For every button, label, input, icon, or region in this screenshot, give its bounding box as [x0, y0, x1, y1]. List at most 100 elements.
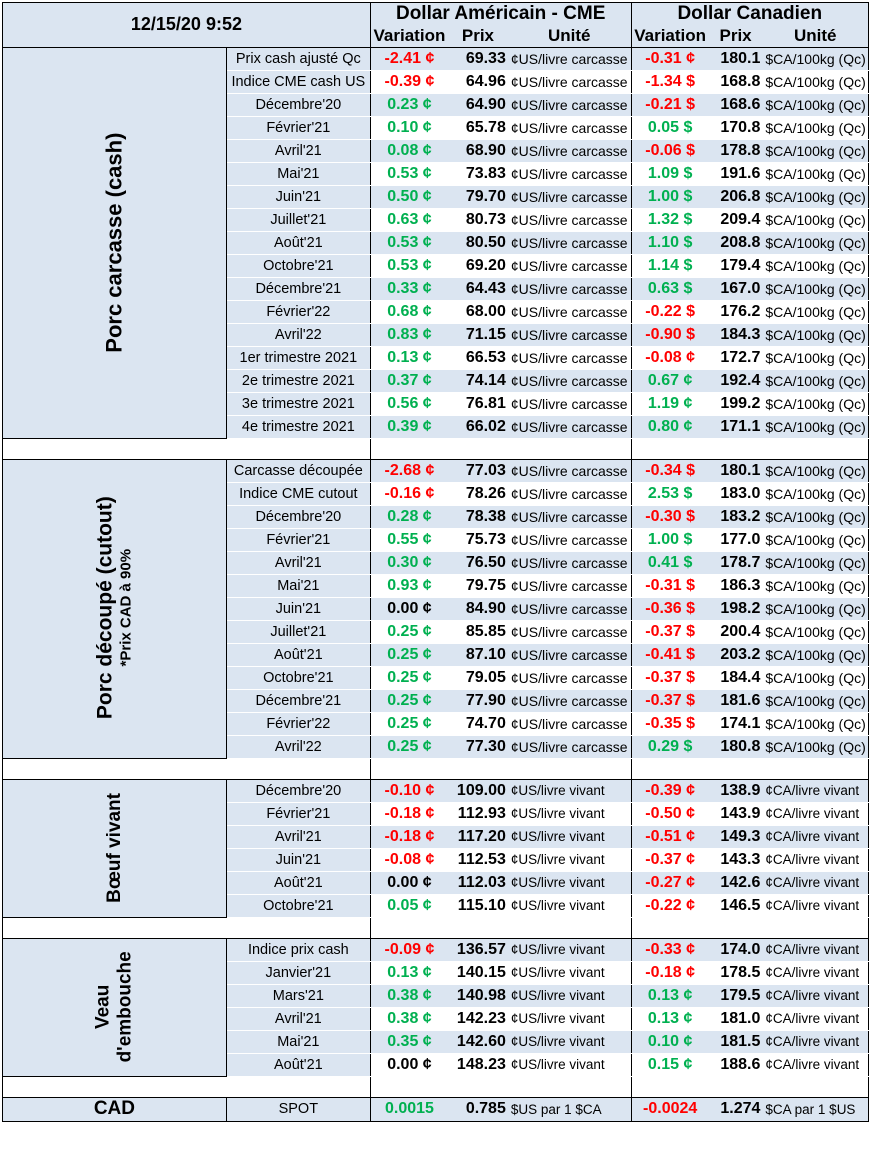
cad-prix: 180.1: [708, 459, 763, 483]
cad-unite: ¢CA/livre vivant: [762, 871, 869, 895]
cad-unite: $CA/100kg (Qc): [762, 643, 869, 667]
cad-unite: ¢CA/livre vivant: [762, 938, 869, 962]
usd-prix: 74.14: [448, 369, 508, 393]
table-row: Juillet'21 0.63 ¢ 80.73 ¢US/livre carcasse 1…: [3, 208, 869, 232]
usd-variation: -0.10 ¢: [369, 779, 449, 803]
row-label: Décembre'21: [225, 277, 371, 301]
table-row: Avril'21 0.30 ¢ 76.50 ¢US/livre carcasse 0.4…: [3, 551, 869, 575]
table-row: Avril'22 0.83 ¢ 71.15 ¢US/livre carcasse -0.…: [3, 323, 869, 347]
cad-variation: 0.41 $: [630, 551, 709, 575]
row-label: 2e trimestre 2021: [225, 369, 371, 393]
cad-variation: -0.08 ¢: [630, 346, 709, 370]
cad-unite: $CA/100kg (Qc): [762, 551, 869, 575]
cad-cad-variation: -0.0024: [630, 1097, 709, 1122]
cad-variation: -0.37 ¢: [630, 848, 709, 872]
usd-variation: 0.08 ¢: [369, 139, 449, 163]
usd-variation: 0.28 ¢: [369, 505, 449, 529]
table-row: Mai'21 0.93 ¢ 79.75 ¢US/livre carcasse -0.31…: [3, 574, 869, 598]
spacer-row: [2, 437, 869, 460]
table-row: Porc découpé (cutout) *Prix CAD à 90% Carc…: [2, 458, 869, 759]
cad-variation: 1.09 $: [630, 162, 709, 186]
usd-variation: 0.83 ¢: [369, 323, 449, 347]
cad-unite: $CA/100kg (Qc): [762, 323, 869, 347]
usd-group-header: Dollar Américain - CME: [369, 2, 632, 25]
cad-prix: 176.2: [708, 300, 763, 324]
usd-variation: -2.68 ¢: [369, 459, 449, 483]
cad-unite: $CA/100kg (Qc): [762, 208, 869, 232]
cad-unite: $CA/100kg (Qc): [762, 70, 869, 94]
row-label: Octobre'21: [225, 894, 371, 918]
cad-variation: -0.31 $: [630, 574, 709, 598]
usd-unite: ¢US/livre vivant: [507, 779, 632, 803]
row-label: Décembre'21: [225, 689, 371, 713]
cad-prix: 178.7: [708, 551, 763, 575]
cad-cad-prix: 1.274: [708, 1097, 763, 1122]
cad-unite-header: Unité: [762, 25, 869, 48]
usd-unite: ¢US/livre carcasse: [507, 597, 632, 621]
section-title: Porc découpé (cutout) *Prix CAD à 90%: [94, 497, 135, 720]
cad-unite: $CA/100kg (Qc): [762, 712, 869, 736]
usd-unite: ¢US/livre vivant: [507, 1030, 632, 1054]
usd-unite: ¢US/livre carcasse: [507, 93, 632, 117]
usd-unite: ¢US/livre carcasse: [507, 643, 632, 667]
row-label: Prix cash ajusté Qc: [225, 47, 371, 71]
cad-variation: 0.13 ¢: [630, 1007, 709, 1031]
row-label: Août'21: [225, 231, 371, 255]
usd-prix: 69.20: [448, 254, 508, 278]
cad-prix: 168.6: [708, 93, 763, 117]
cad-unite: $CA/100kg (Qc): [762, 231, 869, 255]
cad-unite: $CA/100kg (Qc): [762, 346, 869, 370]
cad-prix: 183.0: [708, 482, 763, 506]
cad-spot-row: CAD SPOT 0.0015 0.785 $US par 1 $CA -0.0024 1.…: [2, 1096, 869, 1122]
cad-label: CAD: [2, 1096, 227, 1122]
cad-variation: -0.37 $: [630, 620, 709, 644]
cad-unite: $CA/100kg (Qc): [762, 254, 869, 278]
row-label: Mai'21: [225, 162, 371, 186]
cad-unite: $CA/100kg (Qc): [762, 277, 869, 301]
cad-prix: 138.9: [708, 779, 763, 803]
usd-variation: -2.41 ¢: [369, 47, 449, 71]
cad-variation: 1.14 $: [630, 254, 709, 278]
usd-variation: 0.37 ¢: [369, 369, 449, 393]
usd-variation: 0.05 ¢: [369, 894, 449, 918]
price-table: 12/15/20 9:52 Dollar Américain - CME Dolla…: [2, 2, 869, 1122]
row-label: Avril'21: [225, 551, 371, 575]
usd-prix: 80.73: [448, 208, 508, 232]
row-label: 1er trimestre 2021: [225, 346, 371, 370]
usd-prix: 142.60: [448, 1030, 508, 1054]
row-label: Janvier'21: [225, 961, 371, 985]
section-subtitle: *Prix CAD à 90%: [117, 549, 135, 667]
usd-unite: ¢US/livre carcasse: [507, 392, 632, 416]
usd-prix: 76.50: [448, 551, 508, 575]
row-label: Juin'21: [225, 597, 371, 621]
usd-unite: ¢US/livre carcasse: [507, 162, 632, 186]
cad-prix: 178.8: [708, 139, 763, 163]
row-label: 4e trimestre 2021: [225, 415, 371, 439]
usd-variation: 0.50 ¢: [369, 185, 449, 209]
usd-prix: 112.03: [448, 871, 508, 895]
cad-unite: ¢CA/livre vivant: [762, 779, 869, 803]
usd-variation: -0.39 ¢: [369, 70, 449, 94]
cad-unite: $CA/100kg (Qc): [762, 47, 869, 71]
cad-variation: -0.90 $: [630, 323, 709, 347]
cad-variation: -1.34 $: [630, 70, 709, 94]
table-row: Décembre'20 0.28 ¢ 78.38 ¢US/livre carcasse…: [3, 505, 869, 529]
usd-prix: 68.90: [448, 139, 508, 163]
table-row: Avril'21 -0.18 ¢ 117.20 ¢US/livre vivant -0.…: [3, 825, 869, 849]
cad-unite: $CA/100kg (Qc): [762, 93, 869, 117]
cad-prix: 208.8: [708, 231, 763, 255]
usd-unite: ¢US/livre vivant: [507, 894, 632, 918]
table-row: Juin'21 -0.08 ¢ 112.53 ¢US/livre vivant -0.3…: [3, 848, 869, 872]
cad-unite: ¢CA/livre vivant: [762, 1053, 869, 1077]
cad-prix: 188.6: [708, 1053, 763, 1077]
cad-unite: $CA/100kg (Qc): [762, 392, 869, 416]
usd-unite: ¢US/livre vivant: [507, 938, 632, 962]
cad-group-header: Dollar Canadien: [630, 2, 869, 25]
usd-prix: 142.23: [448, 1007, 508, 1031]
row-label: Octobre'21: [225, 254, 371, 278]
cad-unite: $CA/100kg (Qc): [762, 597, 869, 621]
cad-variation: -0.35 $: [630, 712, 709, 736]
cad-variation: -0.31 ¢: [630, 47, 709, 71]
usd-variation: 0.68 ¢: [369, 300, 449, 324]
cad-variation: -0.22 $: [630, 300, 709, 324]
